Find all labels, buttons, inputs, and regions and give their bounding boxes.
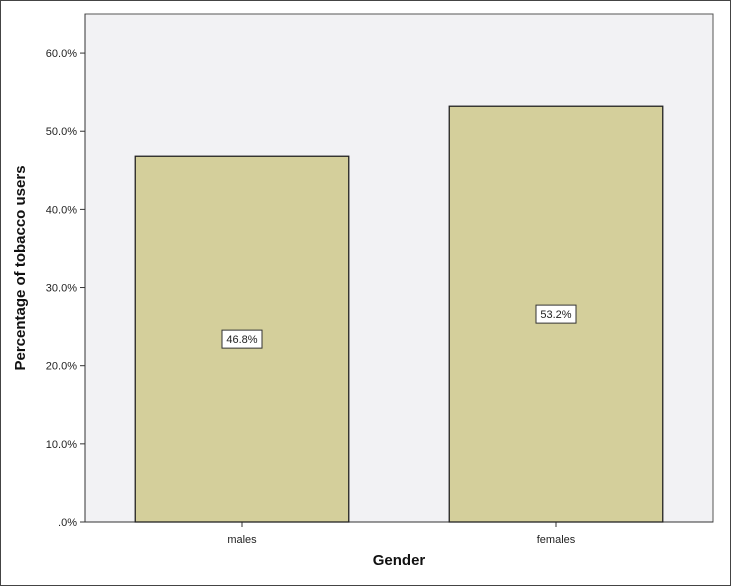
y-tick-label: 20.0% [46,361,77,373]
y-tick-label: 30.0% [46,283,77,295]
bars-group: 46.8% 53.2% [134,105,664,523]
data-label-box [221,329,263,349]
data-label-box [535,304,577,324]
x-axis-title: Gender [373,552,426,569]
y-tick-label: 10.0% [46,439,77,451]
y-tick-label: 50.0% [46,126,77,138]
x-tick-label: males [227,534,257,546]
x-tick-label: females [537,534,576,546]
y-axis: .0% 10.0% 20.0% 30.0% 40.0% 50.0% 60.0% [46,14,86,529]
x-axis: males females [85,521,713,546]
data-label: 53.2% [540,309,571,321]
y-tick-label: 40.0% [46,204,77,216]
y-tick-label: .0% [58,517,77,529]
y-axis-title: Percentage of tobacco users [12,165,29,370]
y-tick-label: 60.0% [46,48,77,60]
data-label: 46.8% [226,334,257,346]
